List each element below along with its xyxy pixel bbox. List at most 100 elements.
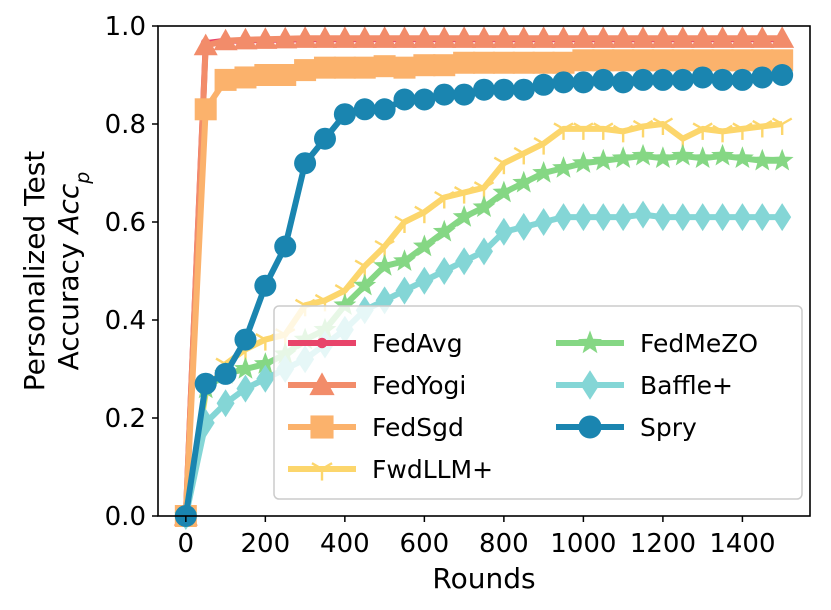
y-tick-label: 1.0: [105, 12, 146, 42]
y-axis-label-line2: Accuracy Accp: [52, 172, 94, 371]
data-point: [771, 64, 794, 86]
data-point: [574, 203, 593, 232]
data-point: [552, 71, 575, 94]
legend-item: FedMeZO: [556, 329, 758, 358]
data-point: [752, 119, 773, 138]
data-point: [332, 26, 357, 48]
x-tick-label: 400: [320, 529, 370, 559]
data-point: [352, 26, 377, 48]
data-point: [395, 276, 414, 305]
data-point: [571, 26, 596, 48]
data-point: [611, 26, 636, 48]
data-point: [750, 148, 774, 171]
data-point: [453, 83, 476, 106]
data-point: [513, 146, 534, 165]
x-tick-label: 0: [178, 529, 195, 559]
data-point: [652, 117, 674, 135]
data-point: [531, 26, 556, 48]
data-point: [532, 161, 556, 183]
data-point: [256, 364, 275, 393]
data-point: [670, 26, 695, 48]
data-point: [413, 88, 436, 111]
data-point: [413, 54, 436, 77]
legend-swatch-marker: [310, 415, 334, 439]
legend-item: FedSgd: [288, 413, 464, 442]
data-point: [731, 68, 754, 91]
data-point: [572, 71, 595, 94]
series-fedyogi: [173, 26, 795, 526]
data-point: [473, 51, 495, 74]
data-point: [614, 203, 633, 232]
x-axis-label: Rounds: [432, 562, 535, 595]
data-point: [653, 203, 672, 232]
data-point: [711, 68, 734, 91]
y-axis-label: Personalized Test Accuracy Accp: [18, 151, 94, 392]
data-point: [632, 119, 654, 138]
y-tick-label: 0.6: [105, 208, 146, 238]
x-tick-label: 600: [400, 529, 450, 559]
legend-label: FwdLLM+: [372, 455, 493, 484]
legend-swatch-marker: [578, 415, 602, 439]
data-point: [753, 203, 772, 232]
data-point: [392, 26, 417, 48]
legend-swatch-marker: [311, 462, 333, 481]
data-point: [631, 26, 656, 48]
x-tick-label: 1000: [550, 529, 616, 559]
y-tick-label: 0.2: [105, 404, 146, 434]
plot-frame: [157, 25, 811, 517]
data-point: [433, 54, 456, 77]
data-point: [194, 372, 217, 395]
data-point: [554, 203, 573, 232]
data-point: [393, 249, 416, 271]
data-point: [692, 122, 713, 140]
data-point: [572, 49, 595, 72]
data-point: [612, 49, 635, 72]
data-point: [631, 143, 655, 166]
legend-swatch-marker: [316, 337, 328, 349]
data-point: [293, 26, 318, 48]
y-tick-label: 0.8: [105, 110, 146, 140]
data-point: [412, 234, 436, 257]
data-point: [770, 148, 794, 171]
data-point: [612, 124, 634, 143]
legend-item: FwdLLM+: [288, 455, 493, 484]
data-point: [731, 146, 754, 169]
data-point: [373, 98, 396, 121]
data-point: [733, 203, 752, 232]
data-point: [592, 68, 615, 91]
legend-label: FedAvg: [372, 329, 463, 358]
data-point: [453, 51, 476, 74]
data-point: [254, 64, 277, 86]
y-axis-label-subscript: p: [72, 172, 94, 185]
data-point: [312, 26, 337, 48]
data-point: [313, 56, 336, 79]
data-point: [274, 235, 297, 258]
data-point: [691, 49, 714, 72]
data-point: [593, 122, 614, 140]
y-tick-label: 0.4: [105, 306, 146, 336]
data-point: [632, 49, 655, 72]
data-point: [573, 122, 594, 140]
data-point: [353, 56, 376, 79]
data-point: [434, 190, 455, 209]
data-point: [214, 362, 237, 385]
data-point: [233, 27, 258, 50]
legend-label: FedSgd: [372, 413, 464, 442]
x-tick-label: 1400: [709, 529, 775, 559]
data-point: [770, 26, 795, 48]
data-point: [773, 203, 792, 232]
data-point: [253, 352, 277, 374]
legend-label: FedYogi: [372, 371, 466, 400]
data-point: [393, 56, 416, 79]
data-point: [253, 27, 278, 49]
data-point: [274, 64, 297, 86]
data-point: [732, 122, 753, 140]
data-point: [651, 146, 675, 169]
data-point: [532, 73, 555, 96]
data-point: [690, 26, 715, 48]
y-axis-label-text: Accuracy: [52, 234, 85, 371]
data-point: [216, 389, 235, 418]
data-point: [294, 59, 317, 82]
data-point: [333, 56, 356, 79]
data-point: [711, 49, 734, 72]
